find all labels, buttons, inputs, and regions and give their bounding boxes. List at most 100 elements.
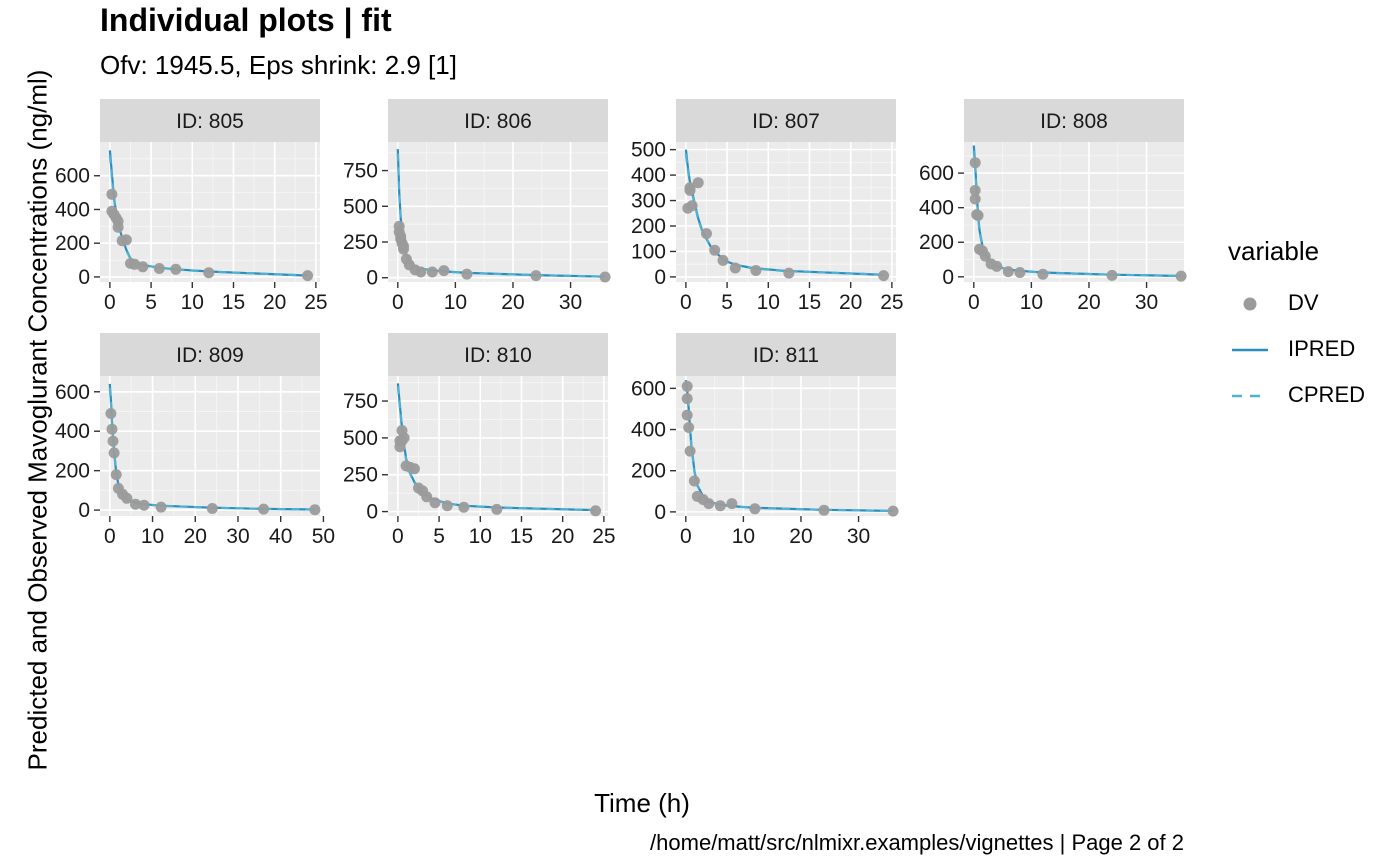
x-tick-label: 30 [847,525,870,548]
legend-label-cpred: CPRED [1288,382,1366,407]
x-tick-label: 10 [141,525,164,548]
y-tick-label: 500 [343,195,378,218]
x-tick-label: 25 [592,525,615,548]
dv-point [686,200,698,212]
dv-point [979,250,991,262]
dv-point [750,265,762,276]
cpred-line [108,155,308,277]
x-tick-label: 30 [226,525,249,548]
facet-panel: ID: 811 0 10 20 30 0 200 400 600 [631,333,899,548]
x-tick-label: 0 [104,291,116,314]
dv-point [726,498,738,510]
panel-background [676,142,896,282]
x-tick-label: 40 [269,525,292,548]
facet-strip [388,99,608,142]
legend-title: variable [1228,236,1320,266]
dv-point [106,423,118,435]
legend: variable DV IPRED CPRED [1228,236,1365,419]
dv-point [408,463,420,475]
facet-panel: ID: 809 0 10 20 30 40 50 0 200 400 600 [55,333,335,548]
panel-background [388,142,608,282]
dv-point [426,266,438,278]
x-tick-label: 30 [559,291,582,314]
dv-point [398,432,410,444]
dv-point [438,265,450,277]
dv-point [106,188,118,200]
dv-point [688,475,700,487]
facet-strip-label: ID: 811 [753,344,819,367]
facet-panel: ID: 806 0 10 20 30 0 250 500 750 [343,99,611,314]
legend-key-point [1243,297,1257,311]
x-tick-label: 0 [680,291,692,314]
y-tick-label: 400 [55,420,90,443]
facet-strip [964,99,1184,142]
x-tick-label: 25 [304,291,327,314]
facet-strip [676,333,896,376]
dv-point [1106,269,1118,281]
dv-point [969,184,981,196]
y-tick-label: 600 [55,165,90,188]
dv-point [105,408,117,419]
x-tick-label: 0 [968,291,980,314]
y-tick-label: 400 [55,198,90,221]
y-tick-label: 0 [366,501,378,524]
x-tick-label: 5 [433,525,445,548]
facet-strip-label: ID: 810 [464,344,532,367]
dv-point [206,503,218,514]
y-tick-label: 250 [343,464,378,487]
y-tick-label: 300 [631,190,666,213]
dv-point [170,263,182,275]
x-tick-label: 10 [181,291,204,314]
x-tick-label: 5 [145,291,157,314]
dv-point [530,270,542,282]
x-tick-label: 10 [732,525,755,548]
dv-point [749,503,761,515]
dv-point [701,228,712,240]
dv-point [818,504,830,516]
x-axis-label: Time (h) [594,788,690,818]
y-tick-label: 200 [55,232,90,255]
dv-point [783,267,795,279]
facet-panel: ID: 808 0 10 20 30 0 200 400 600 [919,99,1187,314]
y-tick-label: 500 [631,139,666,162]
dv-point [887,505,899,517]
x-tick-label: 50 [312,525,335,548]
x-tick-label: 5 [721,291,733,314]
x-tick-label: 20 [551,525,574,548]
dv-point [969,193,981,205]
x-tick-label: 10 [444,291,467,314]
y-tick-label: 750 [343,390,378,413]
x-tick-label: 0 [392,525,404,548]
x-tick-label: 15 [222,291,245,314]
dv-point [153,263,165,274]
y-tick-label: 200 [55,460,90,483]
dv-point [717,254,729,266]
dv-point [491,503,503,515]
x-tick-label: 10 [757,291,780,314]
dv-point [461,268,473,280]
dv-point [684,445,696,457]
dv-point [458,501,470,513]
panel-background [676,376,896,516]
dv-point [681,409,693,421]
dv-point [107,435,119,447]
dv-point [972,210,984,221]
dv-point [969,157,981,169]
y-tick-label: 0 [654,266,666,289]
y-tick-label: 200 [631,460,666,483]
y-tick-label: 750 [343,160,378,183]
y-tick-label: 0 [78,499,90,522]
legend-key-solid-line [1232,348,1268,352]
y-tick-label: 400 [631,419,666,442]
dv-point [421,491,433,503]
facet-strip-label: ID: 805 [176,110,244,133]
dv-point [302,270,314,282]
facet-strip [676,99,896,142]
dv-point [108,447,120,459]
facet-strip-label: ID: 806 [464,110,532,133]
y-tick-label: 250 [343,231,378,254]
x-tick-label: 20 [501,291,524,314]
y-tick-label: 500 [343,427,378,450]
dv-point [692,177,704,189]
